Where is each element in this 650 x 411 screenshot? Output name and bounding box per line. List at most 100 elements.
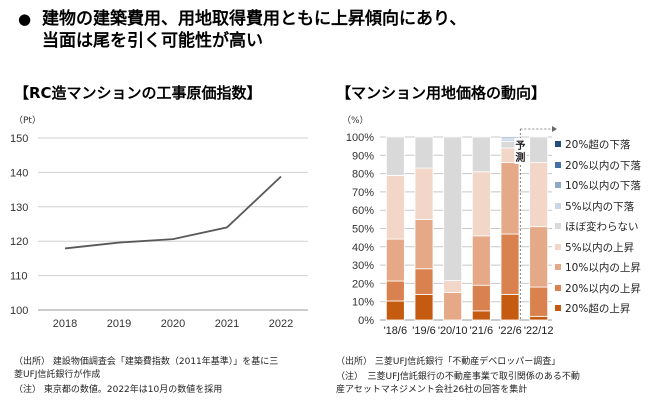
bar-segment [500, 136, 520, 140]
bar-segment [414, 268, 434, 295]
legend-item: 10%以内の下落 [555, 178, 641, 193]
bar-segment [414, 167, 434, 220]
legend-label: 10%以内の上昇 [565, 262, 641, 274]
x-tick-label: 2021 [215, 318, 239, 330]
bar-segment [471, 284, 491, 312]
bar-segment [385, 175, 405, 240]
line-chart-unit: （Pt） [14, 116, 41, 126]
bar-segment [443, 136, 463, 282]
x-tick-label: '21/6 [470, 325, 494, 337]
legend-label: 20%以内の上昇 [565, 282, 641, 295]
bar-segment [471, 136, 491, 173]
line-chart-note: （注） 東京都の数値。2022年は10月の数値を採用 [14, 385, 223, 395]
legend-item: 5%以内の上昇 [555, 240, 634, 255]
x-tick-label: '19/6 [412, 325, 436, 337]
headline-line-2: 当面は尾を引く可能性が高い [42, 31, 263, 51]
line-chart-source-1: （出所） 建設物価調査会「建築費指数（2011年基準）」を基に三 [14, 357, 279, 367]
x-tick-label: '22/12 [524, 325, 554, 337]
y-tick-label: 70% [352, 187, 374, 199]
bullet-icon: ● [18, 10, 32, 28]
legend-label: 5%以内の下落 [565, 200, 635, 213]
bar-chart-note-1: （注） 三菱UFJ信託銀行の不動産事業で取引関係のある不動 [336, 372, 580, 382]
legend-item: 20%以内の上昇 [555, 281, 641, 296]
bar-segment [529, 226, 549, 288]
bar-'22/6 [500, 136, 520, 321]
bar-'18/6 [385, 136, 405, 321]
bar-segment [500, 293, 520, 321]
legend-swatch [555, 141, 561, 147]
y-tick-label: 100 [10, 305, 28, 317]
y-tick-label: 150 [10, 133, 28, 145]
y-tick-label: 140 [10, 167, 28, 179]
y-tick-label: 100% [346, 132, 374, 144]
bar-segment [443, 292, 463, 321]
x-tick-label: '18/6 [384, 325, 408, 337]
legend-swatch [555, 243, 561, 250]
legend-label: 5%以内の上昇 [565, 241, 635, 254]
line-chart-title: 【RC造マンションの工事原価指数】 [14, 84, 262, 102]
bar-segment [529, 315, 549, 321]
legend-swatch [555, 182, 561, 188]
legend-label: ほぼ変わらない [565, 221, 639, 233]
legend-label: 10%以内の下落 [565, 180, 641, 192]
legend-item: 20%超の上昇 [555, 301, 630, 316]
bar-segment [500, 162, 520, 235]
bar-segment [385, 280, 405, 302]
x-tick-label: 2020 [161, 318, 185, 330]
bar-'20/10 [443, 136, 463, 321]
bar-chart: 0% 10% 20% 30% 40% 50% 60% 70% 80% 90% 100% '18/6 '1… [346, 126, 557, 337]
bar-segment [529, 162, 549, 228]
bar-segment [414, 136, 434, 169]
bar-segment [471, 235, 491, 286]
bar-segment [471, 310, 491, 321]
legend-item: 5%以内の下落 [555, 199, 634, 214]
bar-segment [385, 136, 405, 176]
bar-segment [471, 171, 491, 237]
x-tick-label: '22/6 [498, 325, 522, 337]
bar-segment [443, 280, 463, 293]
bar-chart-notes: （出所） 三菱UFJ信託銀行「不動産デベロッパー調査」 （注） 三菱UFJ信託銀… [336, 356, 580, 397]
y-tick-label: 120 [10, 236, 28, 248]
bar-segment [414, 218, 434, 270]
y-tick-label: 90% [352, 150, 374, 162]
bar-'22/12 [529, 136, 549, 321]
x-tick-label: 2018 [53, 318, 77, 330]
legend-item: 20%以内の下落 [555, 158, 641, 173]
legend-item: 10%以内の上昇 [555, 260, 641, 275]
y-tick-label: 130 [10, 202, 28, 214]
y-tick-label: 40% [352, 242, 374, 254]
y-tick-label: 30% [352, 260, 374, 272]
y-tick-label: 10% [352, 297, 374, 309]
y-tick-label: 80% [352, 169, 374, 181]
y-tick-label: 0% [358, 315, 374, 327]
line-chart-notes: （出所） 建設物価調査会「建築費指数（2011年基準）」を基に三 菱UFJ信託銀… [14, 356, 278, 397]
legend-item: ほぼ変わらない [555, 219, 639, 234]
x-tick-label: 2019 [107, 318, 131, 330]
legend-label: 20%超の下落 [565, 139, 631, 151]
legend-swatch [555, 264, 561, 270]
bar-segment [414, 293, 434, 321]
legend-swatch [555, 305, 561, 311]
x-tick-label: '20/10 [438, 325, 468, 337]
line-chart-source-2: 菱UFJ信託銀行が作成 [14, 370, 101, 380]
legend-swatch [555, 202, 561, 209]
bar-segment [385, 300, 405, 321]
bar-chart-note-2: 産アセットマネジメント会社26社の回答を集計 [336, 385, 528, 395]
legend-label: 20%以内の下落 [565, 159, 641, 172]
legend-swatch [555, 223, 561, 229]
bar-chart-unit: （%） [342, 116, 369, 126]
headline-line-1: 建物の建築費用、用地取得費用ともに上昇傾向にあり、 [42, 9, 467, 29]
y-tick-label: 60% [352, 205, 374, 217]
y-tick-label: 110 [10, 271, 28, 283]
bar-'21/6 [471, 136, 491, 321]
bar-chart-title: 【マンション用地価格の動向】 [336, 84, 547, 102]
bar-'19/6 [414, 136, 434, 321]
bar-chart-source: （出所） 三菱UFJ信託銀行「不動産デベロッパー調査」 [336, 357, 561, 367]
x-tick-label: 2022 [269, 318, 293, 330]
forecast-label-bg [514, 138, 527, 164]
y-tick-label: 50% [352, 224, 374, 236]
legend-swatch [555, 284, 561, 291]
bar-segment [529, 136, 549, 164]
bar-segment [385, 238, 405, 282]
forecast-label: 測 [515, 151, 525, 164]
